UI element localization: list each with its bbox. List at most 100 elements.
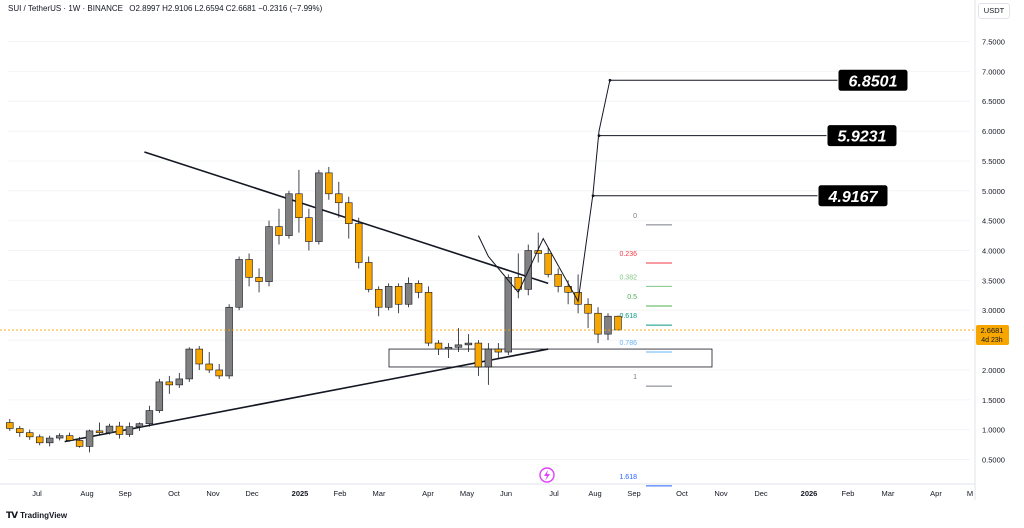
x-tick-label: Jun — [500, 489, 512, 498]
support-trendline — [64, 348, 549, 443]
candle-body — [75, 440, 84, 447]
x-tick-label: 2025 — [292, 489, 309, 498]
x-tick-label: Oct — [168, 489, 181, 498]
target-label: 6.8501 — [849, 73, 898, 90]
unit-label[interactable]: USDT — [978, 3, 1010, 19]
candle-body — [494, 348, 503, 353]
target-labels: 6.8501 5.9231 4.9167 — [591, 68, 909, 208]
candle — [295, 169, 303, 233]
x-tick-label: Jul — [549, 489, 559, 498]
candle — [26, 429, 34, 440]
ohlc-values: O2.8997 H2.9106 L2.6594 C2.6681 −0.2316 … — [129, 4, 323, 13]
target-badge[interactable]: 4.9167 — [817, 184, 889, 208]
candle — [355, 217, 363, 269]
candle-body — [374, 289, 383, 308]
projection-line — [477, 79, 611, 303]
candle-body — [544, 253, 552, 275]
symbol-label[interactable]: SUI / TetherUS · 1W · BINANCE — [8, 4, 123, 13]
candle — [205, 352, 213, 373]
candle — [105, 423, 114, 435]
candle — [36, 434, 44, 446]
candle — [345, 196, 353, 239]
y-tick-label: 1.0000 — [982, 426, 1005, 435]
candle — [544, 247, 552, 278]
candle-body — [195, 348, 203, 365]
target-badge[interactable]: 5.9231 — [826, 124, 898, 148]
candle — [504, 274, 512, 356]
candle — [424, 286, 433, 347]
x-tick-label: Nov — [206, 489, 220, 498]
candle-body — [534, 250, 542, 254]
candle-body — [474, 342, 483, 368]
target-dot — [591, 194, 595, 198]
x-tick-label: Mar — [373, 489, 386, 498]
candle — [255, 268, 263, 293]
y-tick-label: 7.5000 — [982, 38, 1005, 47]
current-price-marker: 2.6681 4d 23h — [0, 325, 1009, 346]
y-tick-label: 7.0000 — [982, 67, 1005, 76]
candle-body — [584, 303, 592, 314]
candle — [594, 307, 602, 344]
x-tick-label: Feb — [842, 489, 855, 498]
candle — [245, 253, 253, 287]
candle-body — [554, 274, 562, 287]
x-tick-label: Sep — [627, 489, 640, 498]
fib-label: 0.618 — [619, 313, 637, 320]
candle — [365, 256, 373, 293]
candle-body — [355, 223, 363, 263]
y-tick-label: 5.0000 — [982, 187, 1005, 196]
candle-body — [255, 277, 263, 282]
candle — [65, 432, 74, 442]
target-badge[interactable]: 6.8501 — [837, 68, 909, 92]
chart-header: SUI / TetherUS · 1W · BINANCE O2.8997 H2… — [8, 4, 322, 13]
y-tick-label: 4.0000 — [982, 247, 1005, 256]
candle-body — [225, 306, 233, 377]
candle-body — [215, 369, 223, 377]
candle — [195, 346, 203, 370]
candle-body — [175, 378, 183, 386]
x-tick-label: Aug — [80, 489, 93, 498]
candle — [464, 334, 473, 353]
candle-body — [125, 426, 134, 435]
fib-label: 0.5 — [627, 294, 637, 301]
candle-body — [26, 432, 34, 438]
tradingview-logo[interactable]: 𝗧𝗩 TradingView — [6, 510, 67, 521]
candle — [115, 421, 124, 439]
candle-body — [514, 277, 522, 290]
fib-label: 0 — [633, 213, 637, 220]
candle — [484, 343, 493, 385]
candle-body — [384, 286, 393, 308]
candle-body — [365, 262, 373, 290]
brand-name: TradingView — [20, 511, 68, 520]
snapshot-icon — [539, 467, 555, 483]
y-tick-label: 6.5000 — [982, 97, 1005, 106]
candle-body — [315, 172, 323, 242]
y-tick-label: 5.5000 — [982, 157, 1005, 166]
snapshot-icon-ring — [539, 467, 555, 483]
target-label: 4.9167 — [828, 189, 879, 206]
candle — [225, 304, 233, 379]
candle — [414, 280, 423, 299]
candle-body — [165, 381, 174, 386]
fibonacci-levels: 0 0.236 0.382 0.5 0.618 0.786 1 1.618 — [619, 213, 672, 487]
candle — [614, 315, 622, 331]
candle — [165, 375, 174, 394]
candle — [604, 313, 612, 341]
candle-body — [145, 410, 154, 425]
y-tick-label: 1.5000 — [982, 396, 1005, 405]
candle — [185, 347, 193, 382]
x-tick-label: Oct — [676, 489, 689, 498]
candle-body — [185, 348, 193, 380]
candle-body — [444, 346, 453, 350]
projection-path — [477, 79, 611, 303]
x-tick-label: Apr — [422, 489, 434, 498]
current-price-badge — [976, 325, 1009, 346]
candle-body — [105, 425, 114, 433]
y-tick-label: 6.0000 — [982, 127, 1005, 136]
candle — [145, 405, 154, 427]
x-tick-label: Mar — [882, 489, 895, 498]
y-tick-label: 4.5000 — [982, 217, 1005, 226]
x-tick-label: Nov — [714, 489, 728, 498]
candle — [444, 343, 453, 359]
